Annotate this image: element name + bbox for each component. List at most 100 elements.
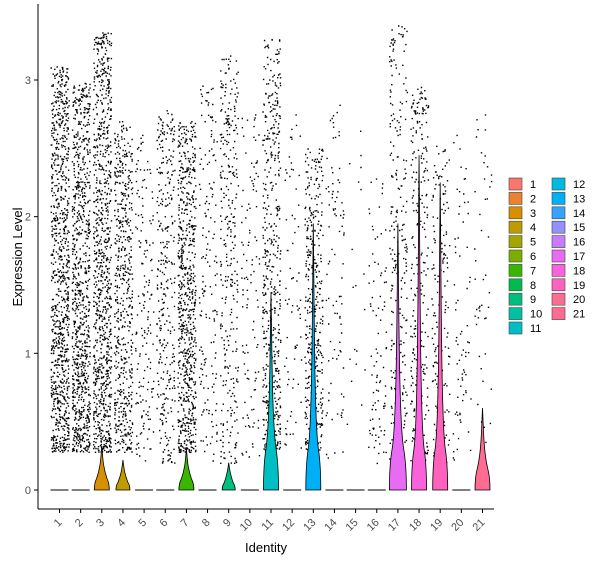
points-6 <box>156 110 176 464</box>
x-tick-label-13: 13 <box>301 517 318 534</box>
points-cluster-12 <box>284 114 303 449</box>
legend-item-2: 2 <box>508 192 536 205</box>
x-tick-label-5: 5 <box>136 517 149 530</box>
legend-label-5: 5 <box>530 237 536 249</box>
legend-item-21: 21 <box>551 307 585 321</box>
violin-7 <box>178 448 195 491</box>
legend-swatch-13 <box>551 192 566 205</box>
legend-swatch-9 <box>508 292 523 306</box>
legend-item-1: 1 <box>508 177 536 191</box>
violin-21 <box>474 407 491 491</box>
legend-swatch-14 <box>551 206 566 220</box>
x-tick-label-21: 21 <box>470 517 487 534</box>
legend-swatch-12 <box>551 177 566 191</box>
legend-item-18: 18 <box>551 264 585 277</box>
points-5 <box>135 134 155 462</box>
legend-swatch-1 <box>508 177 523 191</box>
points-12 <box>284 114 303 449</box>
legend-label-9: 9 <box>530 294 536 306</box>
x-tick-label-10: 10 <box>238 517 255 534</box>
legend-swatch-16 <box>551 235 566 248</box>
legend-swatch-11 <box>508 321 523 335</box>
points-10 <box>241 114 261 458</box>
points-15 <box>346 130 366 425</box>
legend-label-20: 20 <box>573 294 585 306</box>
x-tick-label-18: 18 <box>407 517 424 534</box>
legend-swatch-15 <box>551 220 566 234</box>
legend-swatch-4 <box>508 220 523 234</box>
points-cluster-8 <box>198 85 218 462</box>
points-cluster-10 <box>241 114 261 458</box>
legend-label-11: 11 <box>530 323 541 335</box>
points-cluster-19 <box>431 145 451 464</box>
legend-label-19: 19 <box>573 280 585 292</box>
violin-4 <box>115 459 131 491</box>
points-cluster-9 <box>219 55 240 465</box>
legend-swatch-19 <box>551 278 566 292</box>
x-tick-label-14: 14 <box>322 517 339 534</box>
violin-13 <box>305 223 322 491</box>
legend-item-10: 10 <box>508 307 542 321</box>
x-tick-label-15: 15 <box>344 517 361 534</box>
points-4 <box>114 121 134 453</box>
legend-item-13: 13 <box>551 192 585 205</box>
points-11 <box>262 39 282 453</box>
points-cluster-21 <box>474 114 493 444</box>
x-tick-label-3: 3 <box>94 517 107 530</box>
points-3 <box>92 32 113 453</box>
legend-swatch-18 <box>551 264 566 277</box>
legend-label-6: 6 <box>530 251 536 263</box>
legend-label-1: 1 <box>530 179 536 191</box>
legend-item-17: 17 <box>551 249 585 263</box>
points-cluster-13 <box>304 148 324 453</box>
points-20 <box>452 134 472 461</box>
points-cluster-14 <box>325 104 345 459</box>
legend-item-12: 12 <box>551 177 585 191</box>
legend-label-10: 10 <box>530 309 542 321</box>
y-tick-label-3: 3 <box>25 75 31 87</box>
x-tick-label-20: 20 <box>449 517 466 534</box>
x-tick-label-19: 19 <box>428 517 445 534</box>
legend-label-8: 8 <box>530 280 536 292</box>
points-13 <box>304 148 324 453</box>
legend-label-15: 15 <box>573 222 585 234</box>
x-tick-label-2: 2 <box>73 517 86 530</box>
legend-swatch-6 <box>508 249 523 263</box>
points-16 <box>368 178 388 465</box>
legend-swatch-7 <box>508 264 523 277</box>
violin-3 <box>93 446 110 491</box>
legend-item-5: 5 <box>508 235 536 249</box>
points-8 <box>198 85 218 462</box>
legend-label-21: 21 <box>573 309 585 321</box>
legend-swatch-21 <box>551 307 566 320</box>
points-19 <box>431 145 451 464</box>
legend-label-18: 18 <box>573 265 585 277</box>
points-cluster-11 <box>262 39 282 453</box>
legend-swatch-10 <box>508 307 523 320</box>
legend-label-7: 7 <box>530 265 536 277</box>
legend-swatch-20 <box>551 292 566 306</box>
legend-item-20: 20 <box>551 292 585 306</box>
legend-swatch-17 <box>551 249 566 263</box>
legend-label-14: 14 <box>573 208 585 220</box>
legend-item-6: 6 <box>508 249 536 263</box>
points-cluster-18 <box>410 86 430 462</box>
violins <box>50 155 491 491</box>
points-cluster-3 <box>92 32 113 453</box>
legend-swatch-2 <box>508 192 523 205</box>
x-tick-label-6: 6 <box>158 517 171 530</box>
points-cluster-6 <box>156 110 176 464</box>
y-tick-label-2: 2 <box>25 212 31 224</box>
legend-label-12: 12 <box>573 179 585 191</box>
points-21 <box>474 114 493 444</box>
y-ticks: 0 1 2 3 <box>25 75 38 497</box>
x-tick-label-4: 4 <box>115 517 128 530</box>
jitter-points <box>50 25 493 465</box>
x-tick-label-9: 9 <box>221 517 234 530</box>
legend-label-2: 2 <box>530 193 536 205</box>
legend-item-4: 4 <box>508 220 536 234</box>
x-tick-label-12: 12 <box>280 517 297 534</box>
points-14 <box>325 104 345 459</box>
